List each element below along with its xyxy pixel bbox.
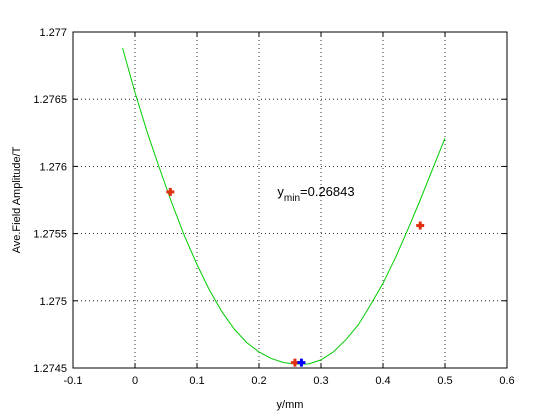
x-tick-label: 0.4 bbox=[375, 375, 390, 387]
x-tick-label: 0 bbox=[132, 375, 138, 387]
grid bbox=[73, 32, 507, 368]
x-tick-label: 0.2 bbox=[251, 375, 266, 387]
ymin-annotation: ymin=0.26843 bbox=[277, 184, 354, 204]
y-tick-label: 1.276 bbox=[39, 161, 67, 173]
data-point-marker bbox=[416, 221, 425, 230]
y-tick-label: 1.2765 bbox=[33, 94, 67, 106]
ticks: -0.1 0 0.1 0.2 0.3 0.4 0.5 0.6 1.2745 1.275 1.2755… bbox=[33, 27, 514, 387]
y-tick-label: 1.2755 bbox=[33, 229, 67, 241]
y-tick-label: 1.2745 bbox=[33, 363, 67, 375]
x-tick-label: 0.6 bbox=[499, 375, 514, 387]
y-tick-label: 1.275 bbox=[39, 296, 67, 308]
x-tick-label: 0.5 bbox=[437, 375, 452, 387]
plot-frame bbox=[72, 31, 508, 369]
x-axis-label: y/mm bbox=[277, 399, 304, 411]
series-layer bbox=[122, 47, 446, 367]
y-tick-label: 1.277 bbox=[39, 27, 67, 39]
data-point-marker bbox=[297, 358, 306, 367]
x-tick-label: -0.1 bbox=[64, 375, 83, 387]
x-tick-label: 0.1 bbox=[189, 375, 204, 387]
annotations: ymin=0.26843 bbox=[277, 184, 354, 204]
y-axis-label: Ave.Field Amplitude/T bbox=[11, 146, 23, 253]
x-tick-label: 0.3 bbox=[313, 375, 328, 387]
data-point-marker bbox=[166, 187, 175, 196]
fit-curve bbox=[122, 47, 446, 365]
